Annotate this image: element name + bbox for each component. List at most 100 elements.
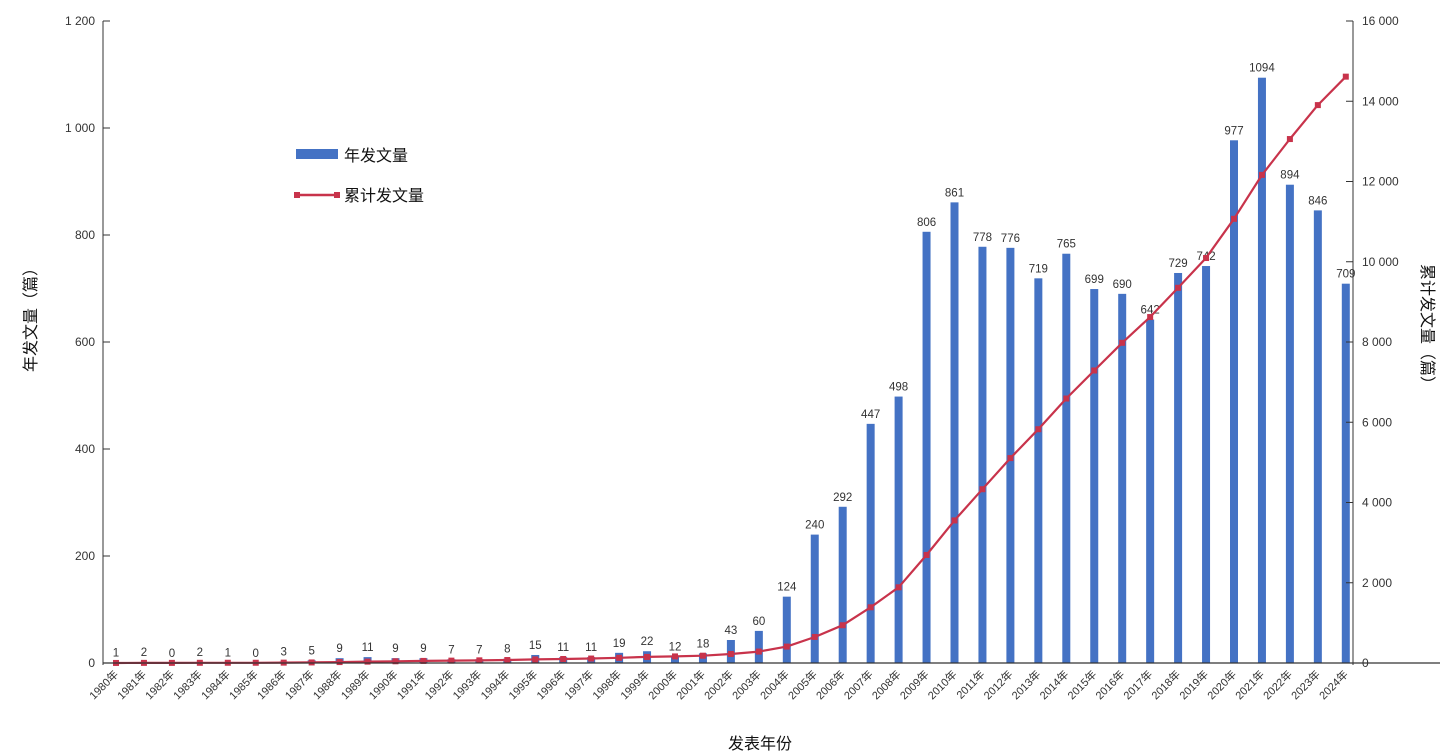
x-tick-label: 2022年 <box>1260 667 1295 702</box>
bar-value-label: 22 <box>641 636 654 648</box>
x-tick-label: 2001年 <box>673 667 708 702</box>
bar-value-label: 124 <box>777 582 797 594</box>
bar-value-label: 8 <box>504 644 510 656</box>
bar-value-label: 3 <box>280 646 286 658</box>
bar-value-label: 240 <box>805 520 824 532</box>
x-tick-label: 1998年 <box>589 667 624 702</box>
bar-value-label: 292 <box>833 492 852 504</box>
bar-value-label: 977 <box>1224 125 1243 137</box>
x-tick-label: 2006年 <box>813 667 848 702</box>
line-point <box>839 622 846 629</box>
bar <box>1230 140 1238 663</box>
line-point <box>1342 73 1349 80</box>
x-tick-label: 2004年 <box>757 667 792 702</box>
y-left-tick-label: 0 <box>88 656 95 670</box>
line-point <box>951 517 958 524</box>
line-point <box>811 633 818 640</box>
line-point <box>1091 367 1098 374</box>
bar-value-label: 690 <box>1113 279 1132 291</box>
bar <box>1341 283 1350 663</box>
bar-value-label: 7 <box>448 644 454 656</box>
legend-line-marker <box>294 192 300 198</box>
x-tick-label: 1986年 <box>254 667 289 702</box>
x-tick-label: 1994年 <box>477 667 512 702</box>
x-tick-label: 1983年 <box>170 667 205 702</box>
bar <box>754 630 763 663</box>
line-point <box>1286 136 1293 143</box>
bar-value-label: 894 <box>1280 170 1300 182</box>
line-point <box>1203 255 1210 262</box>
line-point <box>923 551 930 558</box>
x-tick-label: 2016年 <box>1092 667 1127 702</box>
x-tick-label: 2023年 <box>1288 667 1323 702</box>
legend-bar-swatch <box>296 149 338 159</box>
line-point <box>532 656 539 663</box>
line-point <box>364 658 371 665</box>
bar-value-label: 9 <box>392 643 398 655</box>
bar-value-label: 0 <box>253 648 259 660</box>
bar-value-label: 2 <box>197 647 203 659</box>
y-right-tick-label: 12 000 <box>1362 175 1399 189</box>
bar <box>866 423 875 663</box>
y-right-tick-label: 14 000 <box>1362 94 1399 108</box>
bar-value-label: 806 <box>917 217 936 229</box>
bar-value-label: 765 <box>1057 239 1076 251</box>
bar-value-label: 729 <box>1169 258 1188 270</box>
y-right-tick-label: 0 <box>1362 656 1369 670</box>
line-point <box>699 652 706 659</box>
x-tick-label: 2013年 <box>1008 667 1043 702</box>
bar-value-label: 699 <box>1085 274 1104 286</box>
y-right-tick-label: 6 000 <box>1362 415 1392 429</box>
x-tick-label: 1980年 <box>86 667 121 702</box>
bar-value-label: 778 <box>973 232 992 244</box>
x-tick-label: 2015年 <box>1064 667 1099 702</box>
x-tick-label: 1987年 <box>282 667 317 702</box>
line-point <box>588 655 595 662</box>
x-tick-label: 2009年 <box>897 667 932 702</box>
bar <box>782 596 791 663</box>
x-tick-label: 2008年 <box>869 667 904 702</box>
bar-value-label: 447 <box>861 409 880 421</box>
line-series <box>113 73 1349 666</box>
bar <box>838 506 847 663</box>
bar-value-label: 776 <box>1001 233 1020 245</box>
bar <box>1313 210 1322 663</box>
x-tick-label: 1989年 <box>338 667 373 702</box>
cumulative-line <box>115 75 1347 665</box>
legend-line-label: 累计发文量 <box>344 186 424 205</box>
line-point <box>727 650 734 657</box>
line-point <box>979 486 986 493</box>
x-tick-label: 2005年 <box>785 667 820 702</box>
bar <box>894 396 903 663</box>
bar-value-label: 11 <box>362 642 374 654</box>
line-point <box>1035 426 1042 433</box>
bar-value-label: 5 <box>308 645 314 657</box>
line-point <box>1147 314 1154 321</box>
legend-bar-label: 年发文量 <box>344 146 408 165</box>
x-tick-label: 1999年 <box>617 667 652 702</box>
bar-value-label: 1 <box>225 647 231 659</box>
bar-value-label: 11 <box>585 642 597 654</box>
bar <box>1090 289 1099 663</box>
bar <box>1174 272 1183 663</box>
x-tick-label: 2018年 <box>1148 667 1183 702</box>
legend-line-marker <box>334 192 340 198</box>
bar-value-label: 1 <box>113 647 119 659</box>
x-tick-label: 2012年 <box>981 667 1016 702</box>
x-tick-label: 2017年 <box>1120 667 1155 702</box>
line-point <box>1007 455 1014 462</box>
y-left-tick-label: 400 <box>75 442 95 456</box>
line-point <box>1314 102 1321 109</box>
line-point <box>336 659 343 666</box>
x-axis-title: 发表年份 <box>728 734 792 753</box>
y-left-tick-label: 200 <box>75 549 95 563</box>
line-point <box>560 655 567 662</box>
bar-value-label: 12 <box>669 642 682 654</box>
bar <box>1257 77 1266 663</box>
y-left-tick-label: 600 <box>75 335 95 349</box>
bar-value-label: 498 <box>889 382 908 394</box>
line-point <box>476 657 483 664</box>
x-tick-label: 1993年 <box>449 667 484 702</box>
line-point <box>392 658 399 665</box>
